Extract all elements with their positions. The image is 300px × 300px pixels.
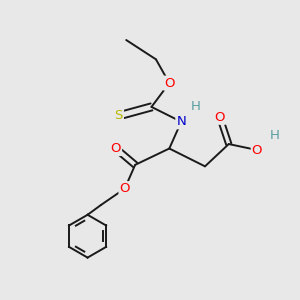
Text: O: O bbox=[214, 111, 225, 124]
Text: O: O bbox=[119, 182, 130, 195]
Text: O: O bbox=[111, 142, 121, 155]
Text: O: O bbox=[252, 143, 262, 157]
Text: S: S bbox=[115, 109, 123, 122]
Text: H: H bbox=[270, 129, 280, 142]
Text: H: H bbox=[191, 100, 201, 113]
Text: O: O bbox=[164, 76, 175, 90]
Text: N: N bbox=[176, 115, 186, 128]
